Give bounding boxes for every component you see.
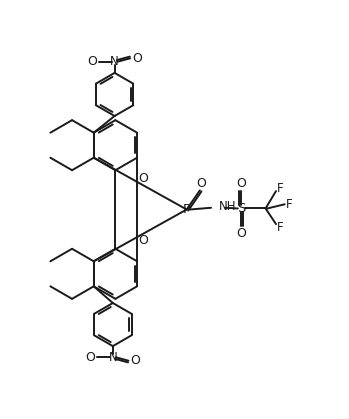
Text: O: O	[236, 227, 246, 240]
Text: O: O	[132, 52, 142, 65]
Text: O: O	[87, 55, 97, 68]
Text: F: F	[277, 182, 283, 195]
Text: O: O	[138, 234, 148, 247]
Text: F: F	[286, 198, 293, 211]
Text: N: N	[110, 55, 119, 68]
Text: NH: NH	[219, 200, 237, 213]
Text: S: S	[237, 202, 245, 215]
Text: O: O	[131, 354, 140, 367]
Text: O: O	[138, 172, 148, 185]
Text: O: O	[236, 177, 246, 190]
Text: O: O	[197, 177, 207, 190]
Text: O: O	[85, 351, 95, 364]
Text: P: P	[183, 203, 191, 216]
Text: N: N	[109, 351, 117, 364]
Text: F: F	[277, 221, 283, 234]
